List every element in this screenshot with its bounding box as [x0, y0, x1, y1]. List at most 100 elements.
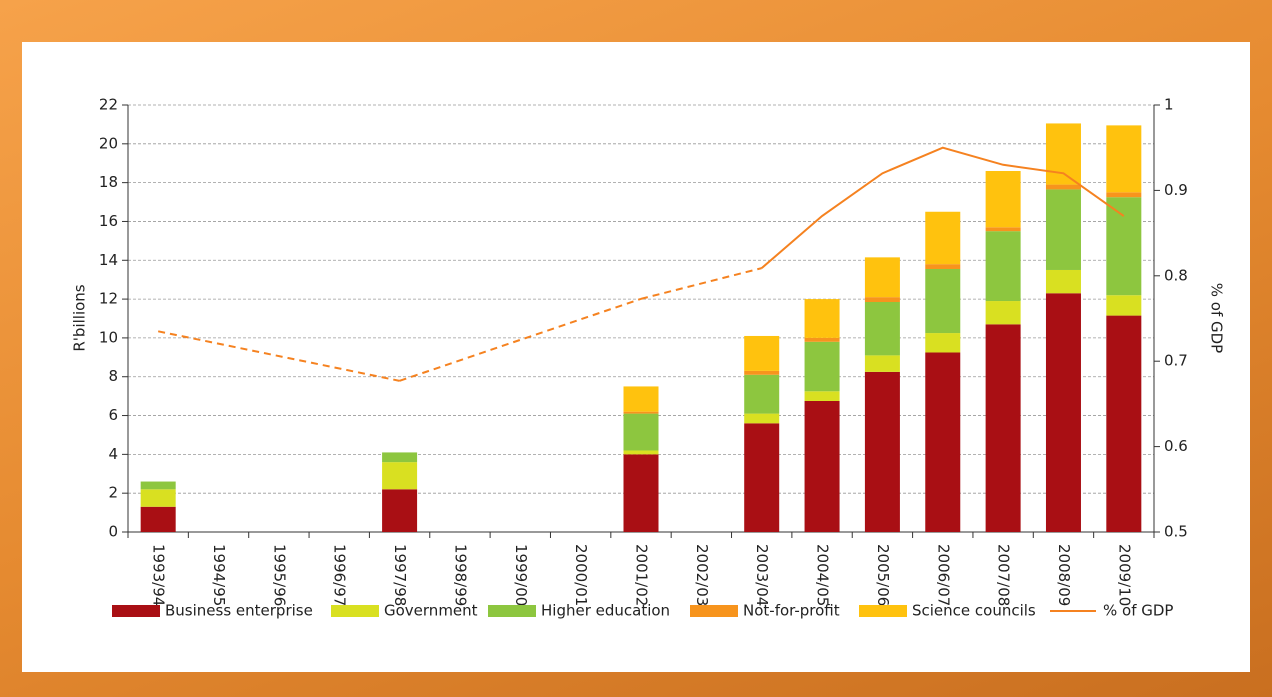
bar-segment — [382, 452, 418, 463]
bar-segment — [744, 374, 780, 414]
y-tick-label: 16 — [99, 212, 118, 230]
bar-segment — [623, 413, 659, 451]
x-tick-label: 2003/04 — [753, 544, 771, 606]
x-tick-label: 1995/96 — [270, 544, 288, 606]
y-tick-label: 0 — [108, 523, 118, 541]
bar-segment — [744, 413, 780, 424]
legend-swatch — [690, 605, 738, 617]
bar-segment — [804, 341, 840, 392]
x-tick-label: 2006/07 — [934, 544, 952, 606]
y-tick-label: 22 — [99, 96, 118, 114]
bar-segment — [804, 299, 840, 338]
x-tick-label: 2004/05 — [814, 544, 832, 606]
legend-label: Not-for-profit — [743, 602, 840, 620]
bar-segment — [925, 333, 961, 353]
y-tick-label: 14 — [99, 251, 118, 269]
bar-segment — [985, 231, 1021, 302]
x-tick-label: 2007/08 — [995, 544, 1013, 606]
bar-segment — [864, 257, 900, 298]
y-axis-label: R'billions — [71, 284, 89, 351]
bar-segment — [382, 462, 418, 490]
x-tick-label: 1999/00 — [512, 544, 530, 606]
bar-segment — [864, 371, 900, 532]
line-connector — [640, 267, 762, 300]
x-tick-label: 1996/97 — [331, 544, 349, 606]
y-tick-label: 10 — [99, 328, 118, 346]
legend-label: Government — [384, 602, 478, 620]
bar-segment — [140, 489, 176, 507]
bar-segment — [744, 370, 780, 375]
bar-segment — [623, 411, 659, 414]
bar-segment — [1106, 125, 1142, 193]
bar-segment — [925, 352, 961, 532]
legend-label: Higher education — [541, 602, 670, 620]
y2-tick-label: 1 — [1164, 96, 1174, 114]
legend-label: % of GDP — [1103, 602, 1173, 620]
legend-swatch — [859, 605, 907, 617]
x-tick-label: 2001/02 — [633, 544, 651, 606]
x-tick-label: 1998/99 — [451, 544, 469, 606]
bar-segment — [382, 489, 418, 532]
y2-tick-label: 0.6 — [1164, 437, 1188, 455]
x-tick-label: 1993/94 — [150, 544, 168, 606]
line-connector — [399, 297, 642, 382]
legend-label: Science councils — [912, 602, 1036, 620]
y2-tick-label: 0.5 — [1164, 523, 1188, 541]
y-tick-label: 6 — [108, 406, 118, 424]
bar-segment — [1106, 315, 1142, 532]
x-tick-label: 2005/06 — [874, 544, 892, 606]
bar-segment — [1045, 123, 1081, 185]
legend-label: Business enterprise — [165, 602, 313, 620]
bar-segment — [140, 481, 176, 490]
bar-segment — [804, 337, 840, 342]
bar-segment — [925, 211, 961, 265]
bar-segment — [140, 506, 176, 532]
bar-segment — [925, 264, 961, 270]
bar-segment — [744, 423, 780, 532]
bar-segment — [985, 170, 1021, 228]
line — [761, 146, 1125, 269]
x-tick-label: 1994/95 — [210, 544, 228, 606]
y2-tick-label: 0.7 — [1164, 352, 1188, 370]
bar-segment — [985, 227, 1021, 232]
y2-tick-label: 0.9 — [1164, 181, 1188, 199]
panel — [22, 42, 1250, 672]
bar-segment — [864, 297, 900, 303]
bar-segment — [1045, 269, 1081, 294]
bar-segment — [1045, 293, 1081, 532]
x-tick-label: 2008/09 — [1055, 544, 1073, 606]
bar-segment — [804, 391, 840, 401]
y-tick-label: 12 — [99, 290, 118, 308]
line-connector — [157, 330, 400, 382]
y-tick-label: 18 — [99, 173, 118, 191]
y-tick-label: 2 — [108, 484, 118, 502]
legend-swatch — [112, 605, 160, 617]
legend-swatch — [331, 605, 379, 617]
y2-axis-label: % of GDP — [1208, 283, 1226, 353]
bar-segment — [744, 335, 780, 371]
bar-segment — [623, 450, 659, 455]
bar-segment — [864, 302, 900, 356]
bar-segment — [623, 454, 659, 532]
bar-segment — [1045, 184, 1081, 190]
legend-swatch — [488, 605, 536, 617]
bar-segment — [985, 324, 1021, 532]
y-tick-label: 20 — [99, 134, 118, 152]
bar-segment — [864, 355, 900, 372]
bar-segment — [985, 301, 1021, 325]
y2-tick-label: 0.8 — [1164, 266, 1188, 284]
bar-segment — [925, 269, 961, 334]
x-tick-label: 2002/03 — [693, 544, 711, 606]
bar-segment — [804, 400, 840, 532]
bar-segment — [623, 386, 659, 412]
y-tick-label: 8 — [108, 367, 118, 385]
x-tick-label: 1997/98 — [391, 544, 409, 606]
bar-segment — [1106, 192, 1142, 198]
x-tick-label: 2000/01 — [572, 544, 590, 606]
y-tick-label: 4 — [108, 445, 118, 463]
bar-segment — [1106, 197, 1142, 296]
x-tick-label: 2009/10 — [1115, 544, 1133, 606]
bar-segment — [1106, 295, 1142, 316]
bar-segment — [1045, 189, 1081, 270]
